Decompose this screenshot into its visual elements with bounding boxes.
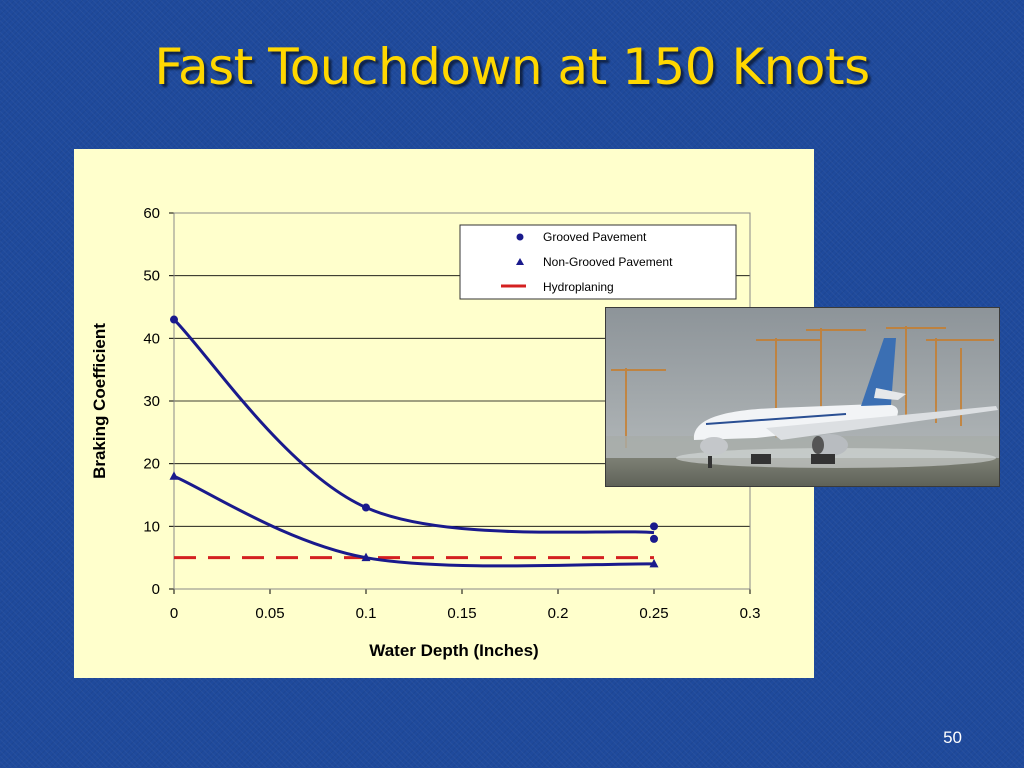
grooved-pavement-curve (172, 318, 655, 535)
grooved-point (170, 315, 178, 324)
y-tick-label: 60 (143, 205, 160, 222)
non-grooved-point (649, 558, 659, 568)
y-tick-label: 0 (152, 581, 160, 598)
x-tick-label: 0.25 (639, 605, 668, 622)
y-axis-label: Braking Coefficient (90, 323, 109, 479)
airplane (693, 338, 998, 468)
airplane-landing-photo (605, 307, 1000, 487)
x-tick-label: 0.1 (356, 605, 377, 622)
tick-labels: 0 10 20 30 40 50 60 0 0.05 0.1 0.15 0.2 0.25 0.3 (143, 205, 760, 622)
x-tick-label: 0.05 (255, 605, 284, 622)
grooved-point (650, 522, 658, 531)
legend-label-non-grooved: Non-Grooved Pavement (543, 255, 673, 269)
legend-circle-marker (516, 233, 524, 241)
y-tick-label: 30 (143, 393, 160, 410)
x-tick-label: 0.15 (447, 605, 476, 622)
slide-title: Fast Touchdown at 150 Knots (154, 38, 870, 96)
markers-layer (169, 315, 659, 568)
legend-triangle-marker (516, 258, 524, 265)
y-tick-label: 10 (143, 518, 160, 535)
airplane-photo-illustration (606, 308, 999, 486)
legend-label-grooved: Grooved Pavement (543, 230, 647, 244)
x-axis-label: Water Depth (Inches) (369, 641, 538, 660)
chart-legend: Grooved Pavement Non-Grooved Pavement Hy… (459, 224, 737, 300)
x-tick-label: 0.3 (740, 605, 761, 622)
curves-layer (172, 318, 655, 568)
non-grooved-point (169, 471, 179, 480)
x-tick-label: 0 (170, 605, 178, 622)
braking-coefficient-chart: 0 10 20 30 40 50 60 0 0.05 0.1 0.15 0.2 0.25 0.3 Wate… (90, 205, 760, 660)
grooved-point (650, 534, 658, 543)
y-tick-label: 20 (143, 456, 160, 473)
non-grooved-point (361, 552, 371, 562)
non-grooved-pavement-curve (173, 474, 655, 568)
legend-label-hydroplaning: Hydroplaning (543, 280, 614, 294)
x-tick-label: 0.2 (548, 605, 569, 622)
page-number: 50 (943, 728, 962, 747)
y-tick-label: 50 (143, 268, 160, 285)
y-tick-label: 40 (143, 330, 160, 347)
grooved-point (362, 503, 370, 512)
